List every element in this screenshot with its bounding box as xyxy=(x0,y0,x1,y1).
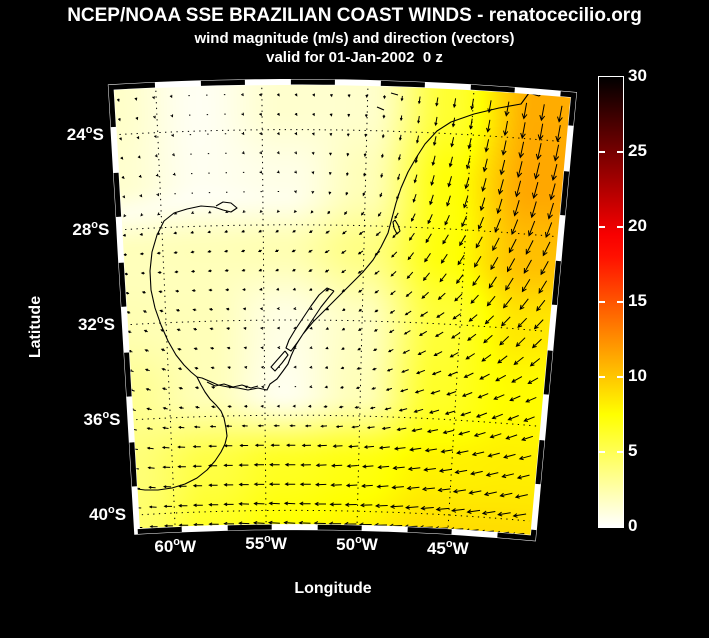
colorbar-tick-label: 25 xyxy=(628,141,647,160)
colorbar-tick-label: 30 xyxy=(628,66,647,85)
colorbar-tick-mark xyxy=(599,301,605,303)
x-axis-label: Longitude xyxy=(294,580,372,597)
map-frame-dashes xyxy=(108,79,577,541)
colorbar-tick-mark xyxy=(599,451,605,453)
colorbar-tick-mark xyxy=(599,151,605,153)
coastline xyxy=(136,87,549,491)
colorbar-tick-label: 10 xyxy=(628,366,647,385)
colorbar-tick-mark xyxy=(617,376,623,378)
longitude-tick-label: 45oW xyxy=(426,537,469,558)
colorbar-tick-mark xyxy=(617,451,623,453)
longitude-tick-label: 60oW xyxy=(154,535,197,556)
longitude-tick-label: 55oW xyxy=(245,533,287,554)
latitude-tick-label: 40oS xyxy=(89,503,127,524)
colorbar-tick-mark xyxy=(599,226,605,228)
colorbar xyxy=(598,76,624,528)
colorbar-tick-mark xyxy=(599,376,605,378)
colorbar-tick-label: 20 xyxy=(628,216,647,235)
longitude-tick-label: 50oW xyxy=(336,533,378,554)
latitude-tick-label: 32oS xyxy=(77,313,115,334)
colorbar-tick-label: 5 xyxy=(628,441,638,460)
latitude-tick-label: 24oS xyxy=(66,123,104,144)
y-axis-label: Latitude xyxy=(27,295,44,359)
wind-vectors xyxy=(116,93,563,537)
latitude-tick-label: 28oS xyxy=(72,218,110,239)
latitude-tick-label: 36oS xyxy=(83,408,121,429)
graticule-gridlines xyxy=(113,82,564,527)
colorbar-tick-mark xyxy=(617,226,623,228)
colorbar-tick-mark xyxy=(617,151,623,153)
colorbar-tick-label: 0 xyxy=(628,516,638,535)
colorbar-tick-mark xyxy=(617,301,623,303)
colorbar-tick-label: 15 xyxy=(628,291,647,310)
